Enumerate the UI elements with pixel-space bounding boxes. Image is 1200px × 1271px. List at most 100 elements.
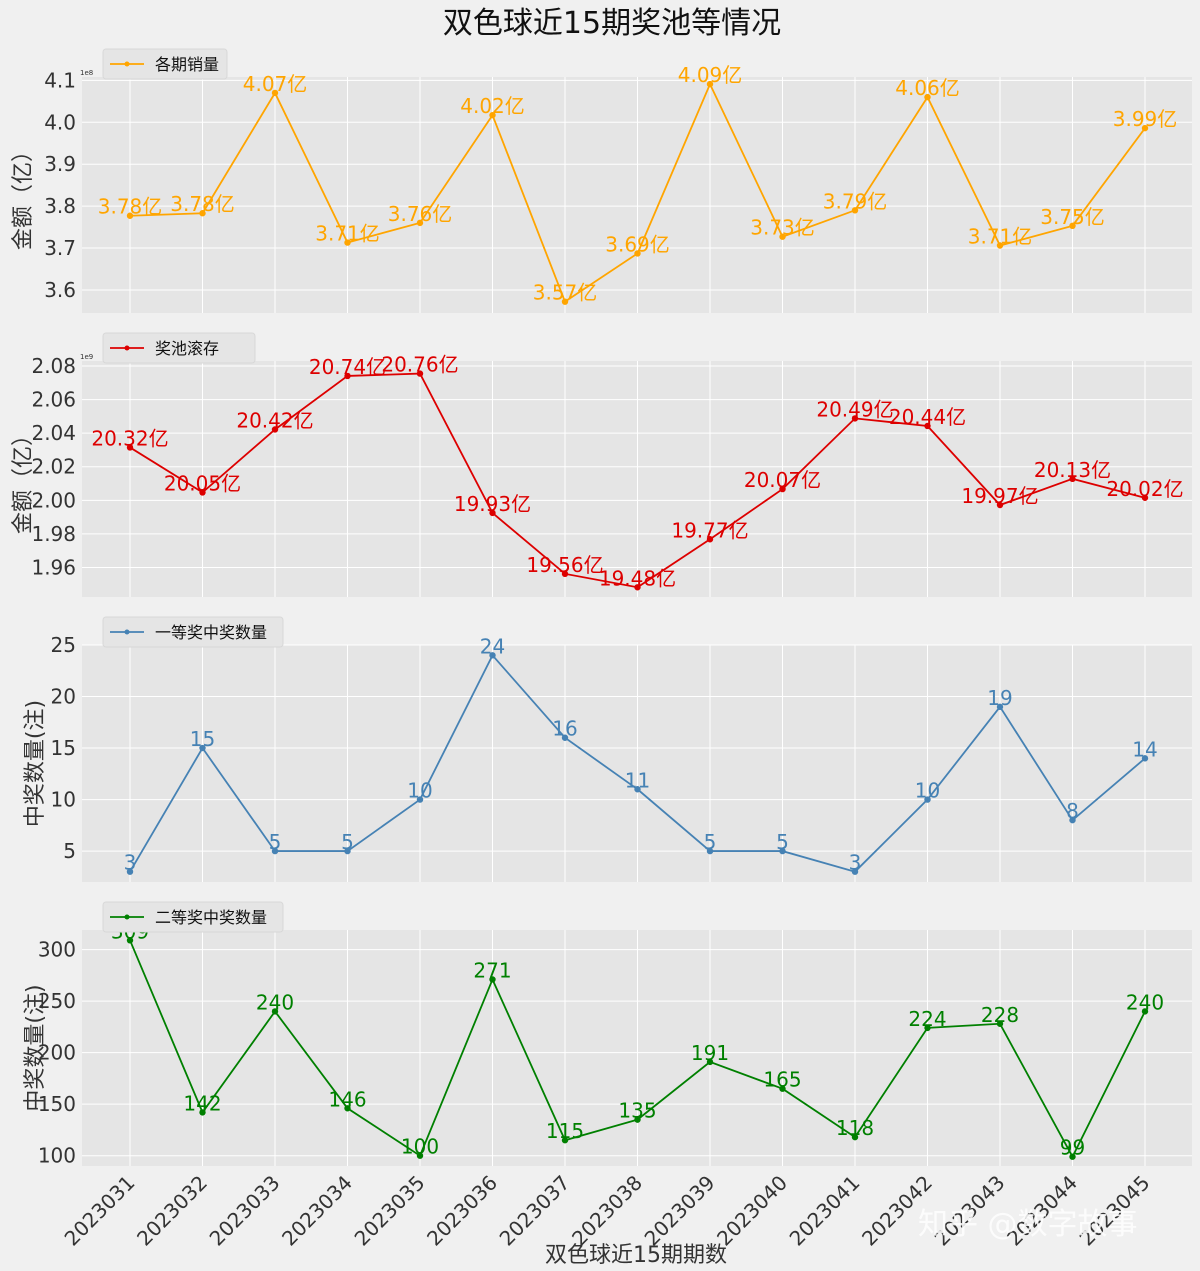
y-tick-label: 20	[51, 685, 76, 709]
data-point	[126, 212, 134, 219]
y-tick-label: 4.1	[44, 68, 76, 92]
data-label: 10	[915, 779, 940, 803]
data-point	[634, 250, 641, 257]
data-point	[199, 210, 206, 217]
x-tick-label: 2023041	[785, 1171, 865, 1251]
data-label: 240	[1126, 990, 1164, 1014]
data-label: 16	[552, 717, 577, 741]
y-axis-label: 中奖数量(注)	[23, 984, 48, 1111]
data-label: 4.06亿	[895, 76, 960, 100]
x-tick-label: 2023032	[132, 1171, 212, 1251]
y-axis-label: 金额（亿）	[11, 424, 36, 534]
legend-marker	[124, 345, 130, 351]
data-point	[344, 847, 351, 855]
x-axis-label: 双色球近15期期数	[545, 1243, 727, 1268]
data-label: 19.93亿	[454, 492, 531, 516]
y-tick-label: 2.02	[31, 455, 76, 479]
data-point	[489, 111, 496, 119]
y-axis-label: 中奖数量(注)	[23, 700, 48, 827]
data-point	[634, 584, 641, 591]
data-label: 20.44亿	[889, 405, 966, 429]
data-point	[1141, 124, 1149, 132]
data-point	[561, 298, 569, 305]
data-label: 19.97亿	[961, 484, 1038, 508]
data-point	[706, 536, 714, 543]
x-tick-label: 2023039	[640, 1171, 720, 1251]
legend-label: 各期销量	[155, 55, 219, 74]
data-label: 20.32亿	[91, 426, 168, 450]
data-label: 5	[704, 830, 717, 854]
data-label: 3.71亿	[315, 222, 380, 246]
y-tick-label: 2.06	[31, 388, 76, 412]
data-label: 3	[124, 851, 137, 875]
y-tick-label: 250	[38, 989, 76, 1013]
data-label: 10	[407, 779, 432, 803]
y-tick-label: 25	[51, 633, 76, 657]
data-point	[851, 868, 859, 875]
y-tick-label: 5	[63, 839, 76, 863]
data-label: 99	[1060, 1136, 1085, 1160]
data-label: 3.75亿	[1040, 205, 1105, 229]
data-label: 14	[1132, 737, 1157, 761]
legend-label: 二等奖中奖数量	[155, 908, 267, 927]
legend-box	[102, 901, 284, 933]
data-label: 19.56亿	[526, 553, 603, 577]
data-point	[851, 207, 859, 214]
data-point	[271, 89, 279, 97]
data-point	[1069, 1153, 1076, 1160]
data-label: 3.78亿	[98, 195, 163, 219]
data-point	[779, 485, 786, 493]
chart-panel-2: 1.96 1.98 2.00 2.02 2.04 2.06 2.08 1e9 金额（亿） 20.3…	[11, 332, 1192, 597]
legend-box	[102, 332, 256, 364]
data-point	[489, 509, 496, 517]
data-point	[199, 744, 206, 752]
y-tick-label: 1.96	[31, 555, 76, 579]
data-label: 3	[849, 851, 862, 875]
axis-scale-note: 1e9	[80, 353, 93, 361]
data-label: 20.07亿	[744, 468, 821, 492]
y-axis-label: 金额（亿）	[11, 140, 36, 250]
data-label: 3.78亿	[170, 192, 235, 216]
x-tick-label: 2023036	[422, 1171, 502, 1251]
y-tick-label: 1.98	[31, 522, 76, 546]
data-label: 3.69亿	[605, 232, 670, 256]
y-tick-label: 4.0	[44, 110, 76, 134]
data-point	[416, 1152, 424, 1159]
data-point	[489, 652, 496, 659]
data-label: 4.07亿	[243, 72, 308, 96]
data-label: 19.48亿	[599, 566, 676, 590]
data-label: 15	[190, 727, 215, 751]
y-tick-label: 2.04	[31, 421, 76, 445]
data-label: 20.02亿	[1106, 477, 1183, 501]
data-point	[126, 444, 134, 451]
legend-marker	[124, 629, 130, 635]
data-label: 271	[473, 958, 511, 982]
chart-panel-4: 100150200250300中奖数量(注)309142240146100271…	[23, 901, 1192, 1251]
x-tick-label: 2023035	[350, 1171, 430, 1251]
data-label: 115	[546, 1119, 584, 1143]
data-point	[779, 1085, 786, 1092]
data-point	[851, 415, 859, 422]
data-point	[126, 937, 134, 944]
data-point	[706, 847, 714, 855]
legend-box	[102, 616, 284, 648]
data-point	[706, 80, 714, 88]
data-label: 20.13亿	[1034, 458, 1111, 482]
data-point	[851, 1133, 859, 1141]
data-label: 3.73亿	[750, 216, 815, 240]
data-point	[634, 1116, 641, 1123]
data-label: 19.77亿	[671, 518, 748, 542]
data-label: 3.99亿	[1113, 107, 1178, 131]
y-tick-label: 2.08	[31, 354, 76, 378]
data-point	[634, 786, 641, 793]
data-point	[561, 1137, 569, 1144]
data-point	[344, 372, 351, 380]
data-label: 191	[691, 1041, 729, 1065]
y-tick-label: 3.9	[44, 152, 76, 176]
data-point	[924, 93, 931, 101]
data-label: 224	[908, 1007, 946, 1031]
data-point	[489, 976, 496, 983]
legend-label: 奖池滚存	[155, 339, 219, 358]
data-label: 20.42亿	[236, 408, 313, 432]
